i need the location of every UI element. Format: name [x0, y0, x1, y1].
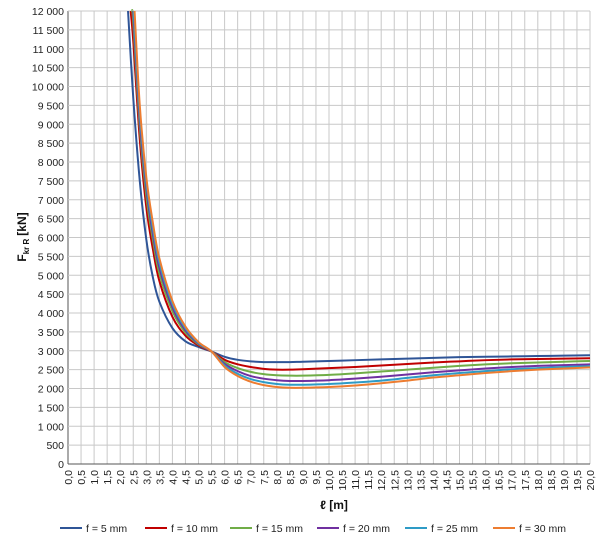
y-tick-label: 5 500 [38, 251, 64, 263]
series-line-1 [127, 10, 591, 364]
x-tick-label: 11,5 [363, 470, 375, 490]
legend-label: f = 10 mm [171, 523, 218, 535]
x-tick-label: 0,5 [76, 470, 88, 485]
y-tick-label: 11 500 [33, 25, 64, 37]
x-tick-label: 19,5 [572, 470, 584, 491]
x-tick-label: 14,0 [428, 470, 440, 491]
y-tick-label: 11 000 [33, 44, 64, 56]
y-tick-label: 4 000 [38, 308, 64, 320]
y-tick-label: 9 500 [38, 100, 64, 112]
x-tick-label: 8,5 [285, 470, 297, 485]
y-tick-label: 5 000 [38, 270, 64, 282]
y-tick-label: 7 000 [38, 195, 64, 207]
legend-label: f = 15 mm [256, 523, 303, 535]
x-tick-label: 9,0 [298, 470, 310, 485]
x-tick-label: 15,5 [468, 470, 480, 491]
y-tick-label: 8 500 [38, 138, 64, 150]
x-tick-label: 7,5 [259, 470, 271, 485]
legend-label: f = 20 mm [343, 523, 390, 535]
legend-label: f = 5 mm [86, 523, 127, 535]
y-tick-label: 9 000 [38, 119, 64, 131]
y-axis-label: Fkr R [kN] [15, 212, 31, 261]
y-tick-label: 6 500 [38, 214, 64, 226]
y-tick-label: 8 000 [38, 157, 64, 169]
x-tick-label: 18,0 [533, 470, 545, 491]
y-tick-label: 4 500 [38, 289, 64, 301]
x-tick-label: 6,0 [220, 470, 232, 485]
x-tick-label: 9,5 [311, 470, 323, 485]
x-tick-label: 17,5 [520, 470, 532, 491]
x-tick-label: 11,0 [350, 470, 362, 490]
x-tick-label: 6,5 [233, 470, 245, 485]
x-tick-label: 19,0 [559, 470, 571, 491]
y-axis-label-subscript: kr R [22, 238, 31, 254]
x-tick-label: 4,5 [180, 470, 192, 485]
y-axis-label-unit: [kN] [15, 212, 29, 235]
x-tick-label: 0,0 [63, 470, 75, 485]
legend-label: f = 30 mm [519, 523, 566, 535]
y-tick-label: 1 000 [38, 421, 64, 433]
series-line-5 [132, 10, 591, 386]
y-tick-label: 3 500 [38, 327, 64, 339]
series-lines [127, 9, 591, 389]
x-tick-label: 2,0 [115, 470, 127, 485]
x-tick-label: 16,5 [494, 470, 506, 491]
x-tick-label: 8,0 [272, 470, 284, 485]
y-tick-label: 6 000 [38, 233, 64, 245]
x-tick-label: 7,0 [246, 470, 258, 485]
legend: f = 5 mm f = 10 mm f = 15 mm f = 20 mm f = 2… [60, 523, 566, 535]
series-line-6 [133, 10, 591, 389]
y-tick-label: 2 000 [38, 384, 64, 396]
x-tick-label: 17,0 [507, 470, 519, 491]
x-tick-labels: 0,0 0,5 1,0 1,5 2,0 2,5 3,0 3,5 4,0 4,5 5,0 5,5 6,0 6… [63, 470, 597, 491]
x-tick-label: 14,5 [441, 470, 453, 491]
series-line-3 [130, 9, 591, 377]
x-tick-label: 13,0 [402, 470, 414, 491]
x-tick-label: 3,5 [154, 470, 166, 485]
x-tick-label: 13,5 [415, 470, 427, 491]
legend-label: f = 25 mm [431, 523, 478, 535]
x-tick-label: 2,5 [128, 470, 140, 485]
x-tick-label: 15,0 [455, 470, 467, 491]
y-tick-label: 1 500 [38, 402, 64, 414]
x-tick-label: 16,0 [481, 470, 493, 491]
x-tick-label: 10,5 [337, 470, 349, 491]
y-tick-labels: 0 500 1 000 1 500 2 000 2 500 3 000 3 500 4 000 4… [32, 6, 64, 471]
x-tick-label: 20,0 [585, 470, 597, 491]
x-tick-label: 4,0 [167, 470, 179, 485]
y-tick-label: 2 500 [38, 365, 64, 377]
series-line-2 [129, 10, 591, 371]
x-tick-label: 1,0 [89, 470, 101, 485]
x-tick-label: 12,5 [389, 470, 401, 491]
y-tick-label: 500 [46, 440, 64, 452]
series-line-4 [132, 10, 591, 383]
y-tick-label: 7 500 [38, 176, 64, 188]
x-tick-label: 12,0 [376, 470, 388, 491]
x-tick-label: 1,5 [102, 470, 114, 485]
x-tick-label: 5,0 [194, 470, 206, 485]
x-tick-label: 10,0 [324, 470, 336, 491]
y-tick-label: 12 000 [32, 6, 64, 18]
y-tick-label: 10 000 [32, 82, 64, 94]
x-axis-label: ℓ [m] [320, 498, 348, 512]
x-tick-label: 3,0 [141, 470, 153, 485]
y-axis-label-main: F [15, 254, 29, 261]
y-tick-label: 0 [58, 459, 64, 471]
x-tick-label: 18,5 [546, 470, 558, 491]
y-tick-label: 10 500 [32, 63, 64, 75]
y-tick-label: 3 000 [38, 346, 64, 358]
x-tick-label: 5,5 [207, 470, 219, 485]
